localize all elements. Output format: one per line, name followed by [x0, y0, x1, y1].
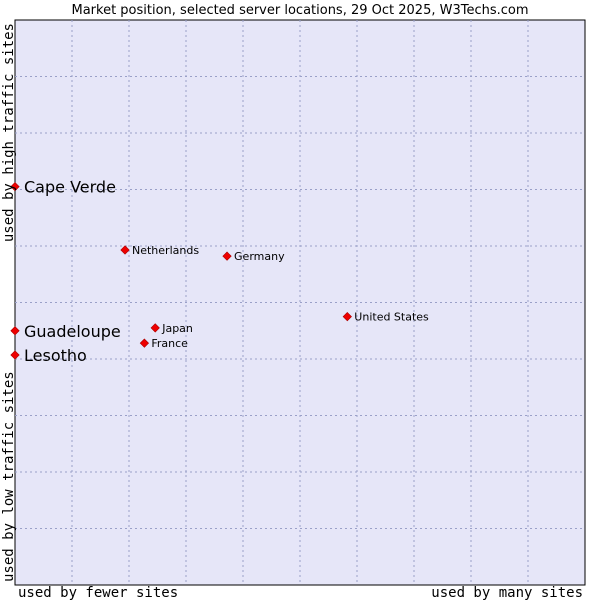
chart-title: Market position, selected server locatio… [71, 3, 528, 18]
data-point-label: Lesotho [24, 346, 87, 365]
data-points: Cape Verde Netherlands Germany United State… [10, 178, 429, 365]
data-point: Cape Verde [10, 178, 116, 197]
data-point-label: France [151, 337, 188, 350]
data-point-marker [150, 323, 160, 333]
data-point-marker [10, 182, 20, 192]
data-point-label: Cape Verde [24, 178, 116, 197]
x-axis-label-left: used by fewer sites [18, 585, 178, 600]
data-point: Japan [150, 322, 193, 335]
data-point-label: United States [354, 311, 429, 324]
data-point: Guadeloupe [10, 322, 121, 341]
data-point-marker [222, 251, 232, 261]
data-point-label: Guadeloupe [24, 322, 121, 341]
x-axis-label-right: used by many sites [431, 585, 583, 600]
data-point-label: Netherlands [132, 244, 199, 257]
data-point-label: Japan [161, 322, 193, 335]
data-point: France [139, 337, 188, 350]
data-point: Germany [222, 250, 285, 263]
data-point: Lesotho [10, 346, 87, 365]
data-point-marker [10, 350, 20, 360]
y-axis-label-bottom: used by low traffic sites [1, 371, 17, 582]
data-point: Netherlands [120, 244, 199, 257]
data-point-marker [139, 338, 150, 348]
data-point: United States [342, 311, 429, 324]
data-point-marker [342, 312, 352, 322]
data-point-label: Germany [234, 250, 285, 263]
y-axis-label-top: used by high traffic sites [1, 23, 17, 242]
grid-lines [15, 20, 585, 585]
data-point-marker [10, 326, 20, 336]
data-point-marker [120, 245, 130, 255]
